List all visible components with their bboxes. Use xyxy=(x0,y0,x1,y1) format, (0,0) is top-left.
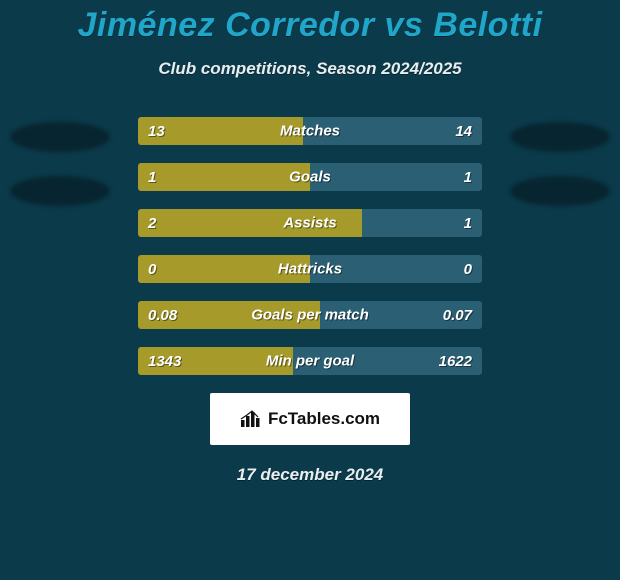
row-label: Min per goal xyxy=(266,353,354,370)
bar-left xyxy=(138,117,303,145)
bar-left xyxy=(138,163,310,191)
row-label: Goals xyxy=(289,169,331,186)
stat-row: 21Assists xyxy=(138,209,482,237)
row-label: Hattricks xyxy=(278,261,342,278)
footer-badge: FcTables.com xyxy=(210,393,410,445)
subtitle: Club competitions, Season 2024/2025 xyxy=(0,59,620,79)
comparison-rows: 1314Matches 11Goals 21Assists 00Hattricks 0.… xyxy=(138,117,482,375)
avatar-shadow-right xyxy=(510,176,610,206)
stat-row: 00Hattricks xyxy=(138,255,482,283)
avatar-shadow-right xyxy=(510,122,610,152)
stat-row: 11Goals xyxy=(138,163,482,191)
page-title: Jiménez Corredor vs Belotti xyxy=(0,0,620,45)
footer-label: FcTables.com xyxy=(268,409,380,429)
stat-row: 13431622Min per goal xyxy=(138,347,482,375)
row-label: Assists xyxy=(283,215,336,232)
stat-row: 1314Matches xyxy=(138,117,482,145)
bar-right xyxy=(310,163,482,191)
avatar-shadow-left xyxy=(10,176,110,206)
row-label: Matches xyxy=(280,123,340,140)
bar-right xyxy=(362,209,482,237)
avatar-shadow-left xyxy=(10,122,110,152)
date-label: 17 december 2024 xyxy=(0,465,620,485)
stat-row: 0.080.07Goals per match xyxy=(138,301,482,329)
row-label: Goals per match xyxy=(251,307,369,324)
chart-bars-icon xyxy=(240,410,262,428)
